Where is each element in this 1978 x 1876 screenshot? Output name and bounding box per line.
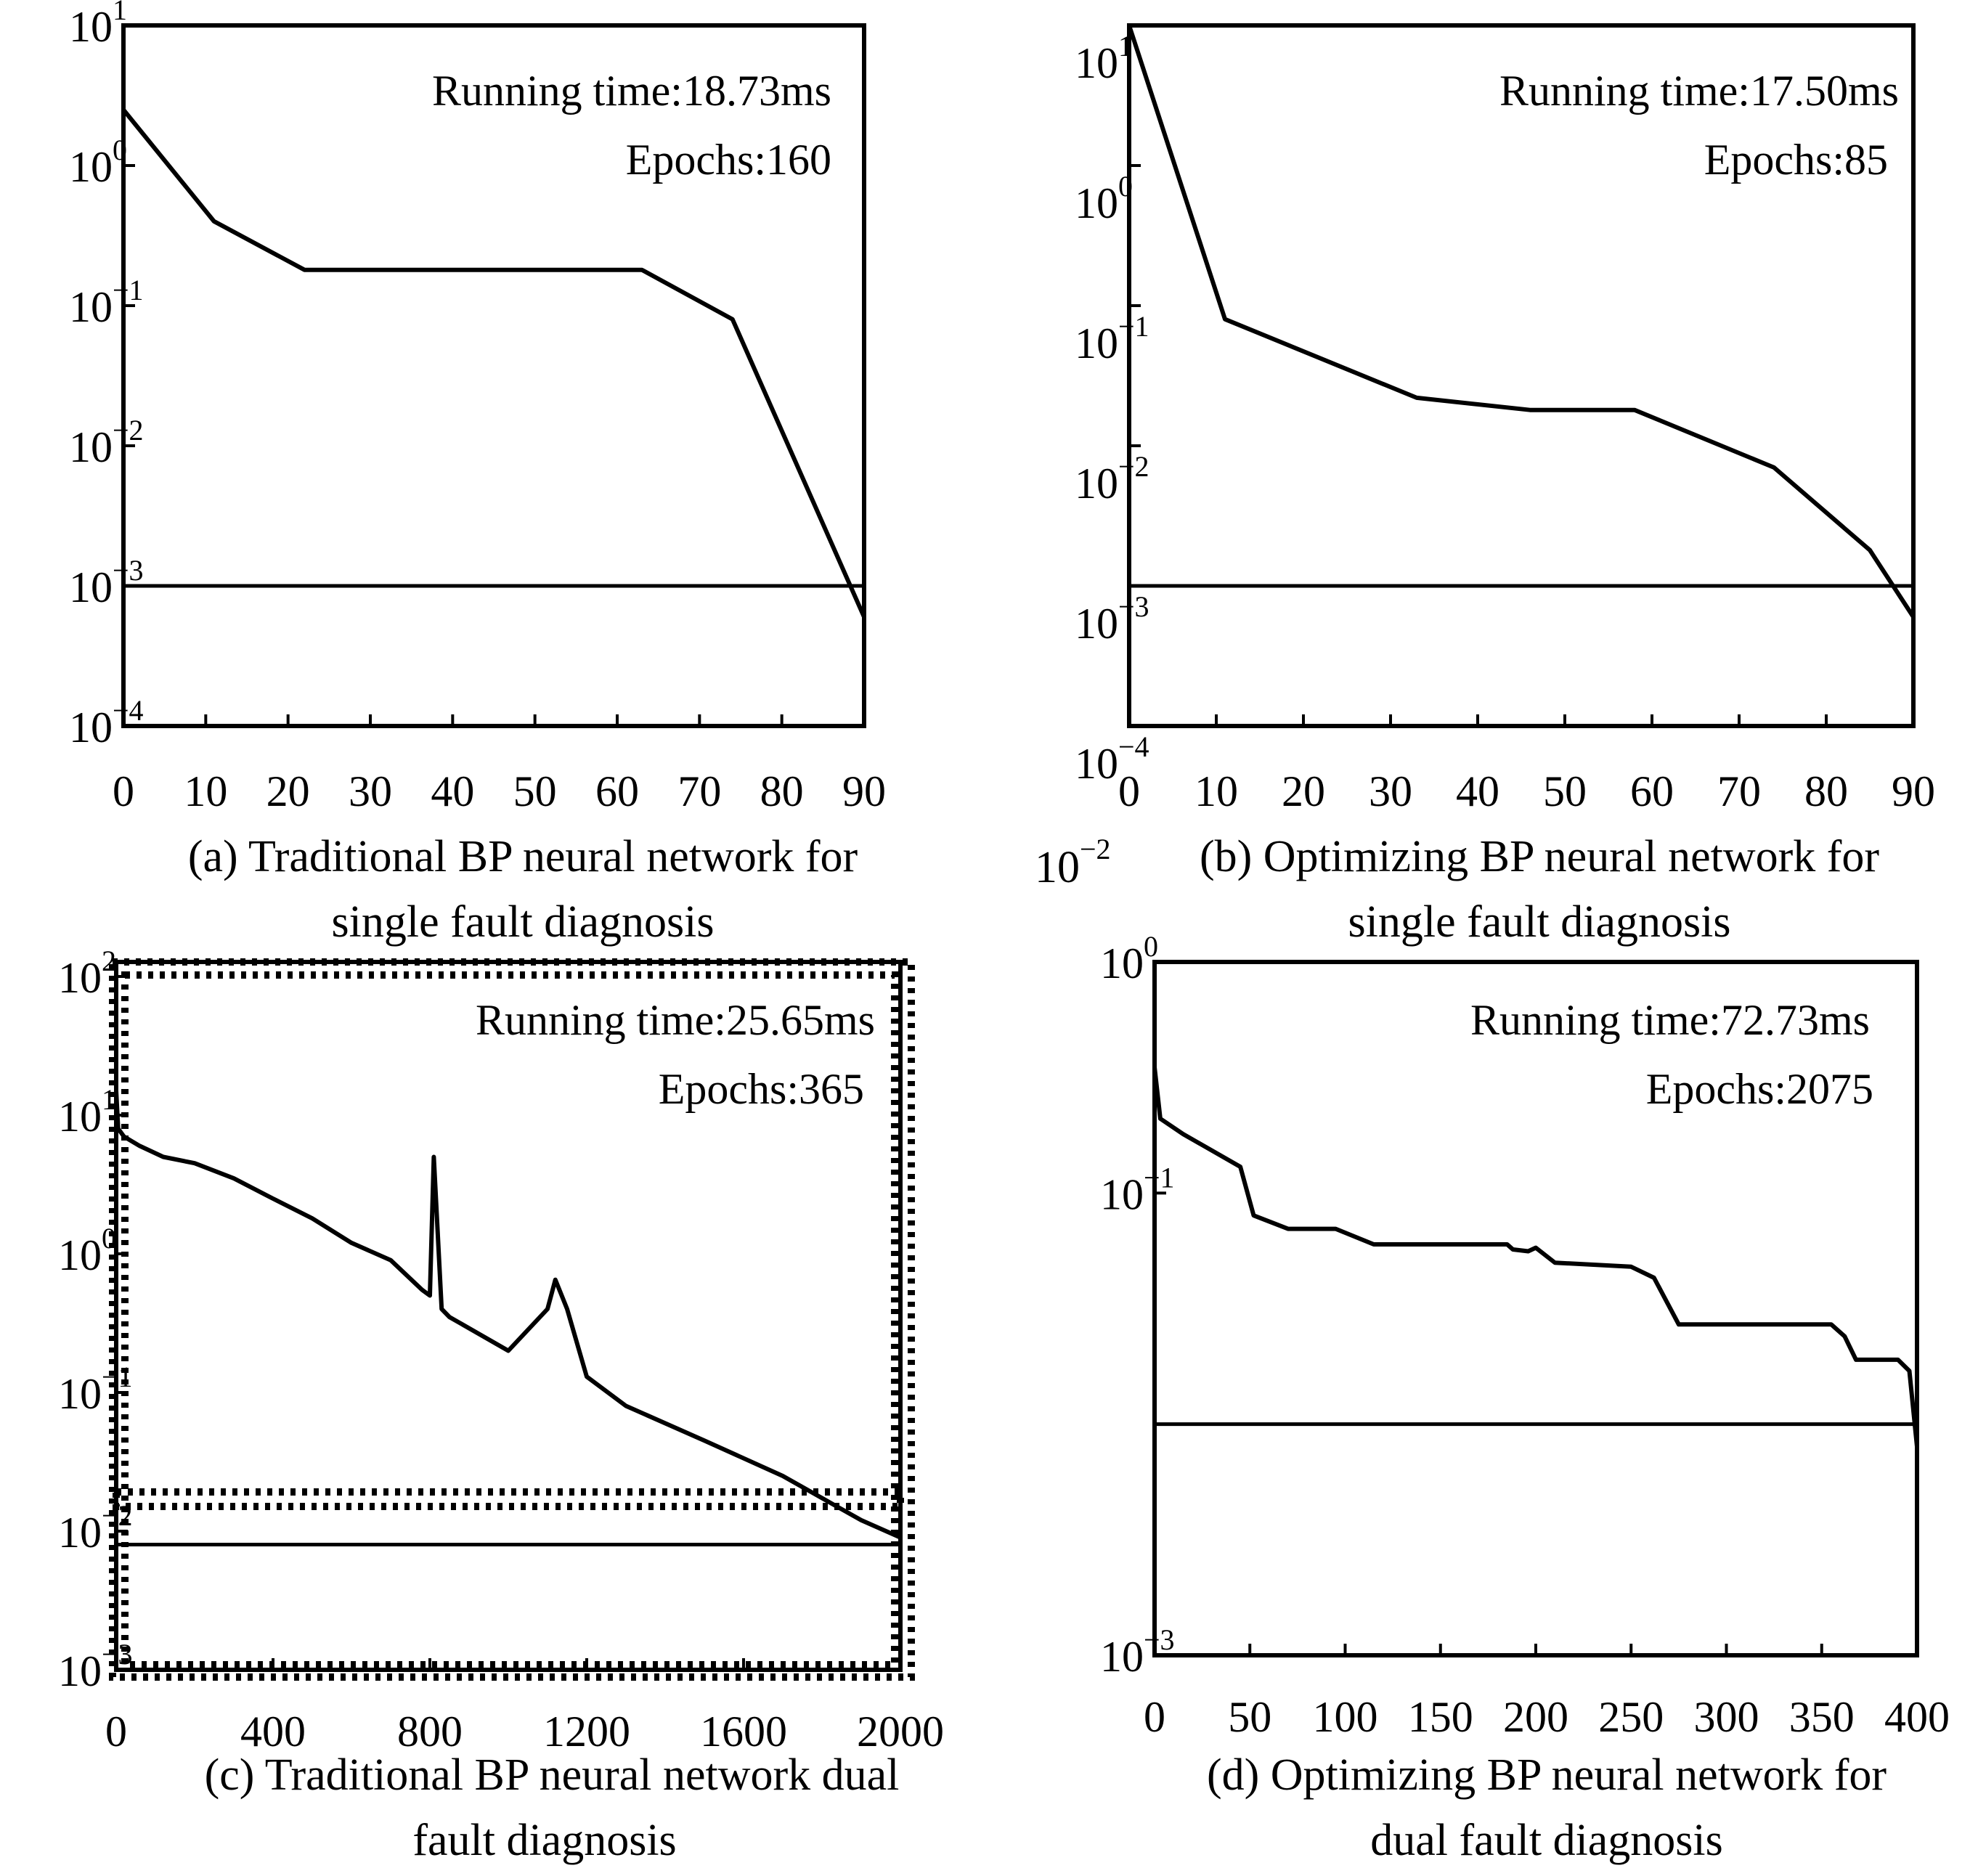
running-time-annotation: Running time:72.73ms xyxy=(1470,996,1870,1044)
panel-a: 101 100 10−1 10−2 10−3 10−4 0 10 20 30 40 50 60 70 80… xyxy=(69,0,886,947)
panel-caption: (a) Traditional BP neural network for xyxy=(188,832,858,881)
x-tick-label: 250 xyxy=(1598,1693,1664,1741)
x-tick-label: 20 xyxy=(1282,767,1325,815)
y-tick-label: 102 xyxy=(58,945,116,1002)
x-tick-label: 1200 xyxy=(543,1708,630,1755)
epochs-annotation: Epochs:85 xyxy=(1704,136,1888,184)
series-line-training-error xyxy=(114,1088,903,1540)
y-tick-label: 10−2 xyxy=(1075,450,1149,507)
x-tick-label: 30 xyxy=(349,767,392,815)
y-tick-label: 10−2 xyxy=(58,1499,133,1557)
series-line-training-error xyxy=(1127,23,1916,619)
epochs-annotation: Epochs:2075 xyxy=(1646,1065,1873,1113)
x-tick-label: 90 xyxy=(1892,767,1935,815)
y-tick-label: 100 xyxy=(58,1222,116,1279)
x-tick-label: 400 xyxy=(240,1708,306,1755)
x-tick-label: 20 xyxy=(266,767,310,815)
running-time-annotation: Running time:25.65ms xyxy=(476,996,875,1044)
y-tick-label: 10−3 xyxy=(58,1638,133,1695)
x-tick-label: 60 xyxy=(1630,767,1674,815)
y-tick-label: 101 xyxy=(1075,30,1133,87)
x-tick-label: 0 xyxy=(1118,767,1140,815)
panel-b: 101 100 10−1 10−2 10−3 10−4 0 10 20 30 40 50 60 70 80… xyxy=(1035,23,1935,947)
x-tick-label: 70 xyxy=(677,767,721,815)
y-tick-label: 10−4 xyxy=(1075,730,1149,788)
x-tick-label: 10 xyxy=(1194,767,1238,815)
y-tick-label: 100 xyxy=(69,134,127,191)
x-tick-label: 50 xyxy=(1543,767,1587,815)
panel-caption-line-2: single fault diagnosis xyxy=(1348,897,1731,947)
x-tick-label: 150 xyxy=(1408,1693,1473,1741)
x-tick-label: 350 xyxy=(1789,1693,1855,1741)
x-tick-label: 0 xyxy=(105,1708,127,1755)
y-tick-label: 10−2 xyxy=(69,414,144,471)
dotted-frame-inner xyxy=(121,971,898,1668)
panel-caption: (b) Optimizing BP neural network for xyxy=(1200,832,1879,881)
x-tick-label: 0 xyxy=(1144,1693,1165,1741)
y-tick-label: 10−3 xyxy=(1075,590,1149,648)
x-tick-label: 90 xyxy=(842,767,886,815)
panel-c: 102 101 100 10−1 10−2 10−3 0 400 800 1200 1600 200… xyxy=(58,945,944,1865)
x-tick-label: 1600 xyxy=(700,1708,787,1755)
x-tick-label: 30 xyxy=(1369,767,1412,815)
panel-caption-line-2: fault diagnosis xyxy=(412,1816,676,1865)
y-tick-label: 101 xyxy=(69,0,127,51)
x-tick-label: 100 xyxy=(1313,1693,1378,1741)
x-tick-label: 40 xyxy=(431,767,474,815)
y-tick-label: 10−3 xyxy=(1100,1623,1175,1681)
y-tick-label: 10−1 xyxy=(58,1361,133,1418)
x-tick-label: 60 xyxy=(595,767,639,815)
running-time-annotation: Running time:18.73ms xyxy=(432,67,831,115)
plot-frame xyxy=(1127,23,1916,728)
x-tick-label: 80 xyxy=(1804,767,1848,815)
running-time-annotation: Running time:17.50ms xyxy=(1499,67,1899,115)
x-tick-label: 300 xyxy=(1694,1693,1759,1741)
panel-d: 100 10−1 10−3 0 50 100 150 200 250 300 350 400 Run… xyxy=(1100,930,1950,1865)
y-tick-label: 100 xyxy=(1100,930,1158,987)
y-tick-label: 10−1 xyxy=(1100,1161,1175,1218)
plot-frame xyxy=(114,960,903,1672)
x-tick-label: 70 xyxy=(1717,767,1761,815)
x-tick-label: 800 xyxy=(397,1708,463,1755)
x-tick-label: 50 xyxy=(1228,1693,1271,1741)
x-tick-label: 50 xyxy=(513,767,557,815)
series-line-training-error xyxy=(121,107,866,619)
plot-frame xyxy=(121,23,866,728)
x-tick-label: 40 xyxy=(1456,767,1499,815)
panel-caption-line-2: dual fault diagnosis xyxy=(1370,1816,1723,1865)
y-tick-label: 10−3 xyxy=(69,554,144,611)
y-tick-label: 10−1 xyxy=(69,274,144,331)
y-tick-label: 100 xyxy=(1075,170,1133,227)
x-tick-label: 200 xyxy=(1503,1693,1568,1741)
x-tick-label: 2000 xyxy=(857,1708,944,1755)
panel-caption-line-2: single fault diagnosis xyxy=(332,897,715,947)
y-tick-label: 101 xyxy=(58,1083,116,1141)
x-tick-label: 400 xyxy=(1884,1693,1950,1741)
dotted-goal-band xyxy=(113,1488,904,1510)
x-tick-label: 80 xyxy=(760,767,804,815)
x-tick-label: 10 xyxy=(184,767,227,815)
y-tick-label: 10−1 xyxy=(1075,310,1149,367)
stray-axis-label: 10−2 xyxy=(1035,833,1111,892)
panel-caption: (d) Optimizing BP neural network for xyxy=(1207,1750,1887,1800)
x-tick-label: 0 xyxy=(113,767,134,815)
y-tick-label: 10−4 xyxy=(69,694,144,751)
panel-caption: (c) Traditional BP neural network dual xyxy=(205,1750,900,1800)
epochs-annotation: Epochs:365 xyxy=(659,1065,864,1113)
series-line-training-error xyxy=(1152,1065,1919,1449)
epochs-annotation: Epochs:160 xyxy=(626,136,831,184)
